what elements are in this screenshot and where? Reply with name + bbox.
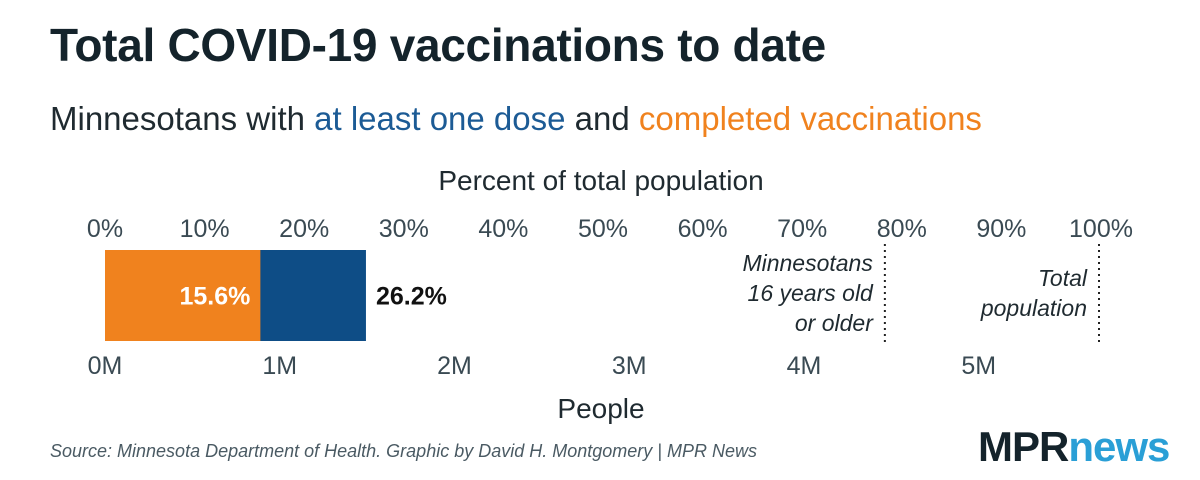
mpr-news-logo: MPRnews [978,423,1170,470]
source-note: Source: Minnesota Department of Health. … [50,441,757,461]
top-axis-tick-label: 30% [379,215,429,243]
top-axis-tick-label: 90% [976,215,1026,243]
reference-line-label: Minnesotans [742,250,873,276]
top-axis-tick-label: 60% [678,215,728,243]
bottom-axis-tick-label: 3M [612,352,647,380]
bottom-axis-tick-label: 2M [437,352,472,380]
subtitle-middle: and [565,100,639,137]
top-axis-tick-label: 10% [180,215,230,243]
bottom-axis-tick-label: 4M [787,352,822,380]
top-axis-tick-label: 100% [1069,215,1133,243]
top-axis-tick-label: 40% [478,215,528,243]
logo-mpr: MPR [978,423,1069,470]
data-label-at-least-one-dose: 26.2% [376,283,447,311]
legend-completed-vaccinations: completed vaccinations [638,100,982,137]
top-axis-tick-label: 20% [279,215,329,243]
legend-at-least-one-dose: at least one dose [314,100,566,137]
top-axis-tick-label: 0% [87,215,123,243]
chart-title: Total COVID-19 vaccinations to date [50,19,826,71]
reference-line-label: Total [1038,265,1088,291]
subtitle-prefix: Minnesotans with [50,100,315,137]
bottom-axis-tick-label: 1M [262,352,297,380]
top-axis-tick-label: 70% [777,215,827,243]
bottom-axis-tick-label: 0M [88,352,123,380]
reference-line-label: or older [795,310,874,336]
bottom-axis-title: People [557,393,644,424]
chart-subtitle: Minnesotans with at least one dose and c… [50,100,982,138]
reference-line-label: 16 years old [748,280,875,306]
top-axis-title: Percent of total population [438,165,763,196]
bottom-axis-tick-label: 5M [961,352,996,380]
reference-line-label: population [980,295,1087,321]
top-axis-tick-label: 80% [877,215,927,243]
bar-completed-vaccinations [105,250,261,341]
top-axis-tick-label: 50% [578,215,628,243]
data-label-completed: 15.6% [179,283,250,311]
logo-news: news [1068,423,1170,470]
vaccination-chart: Percent of total population 0% 10% 20% 30% 40… [87,165,1133,424]
